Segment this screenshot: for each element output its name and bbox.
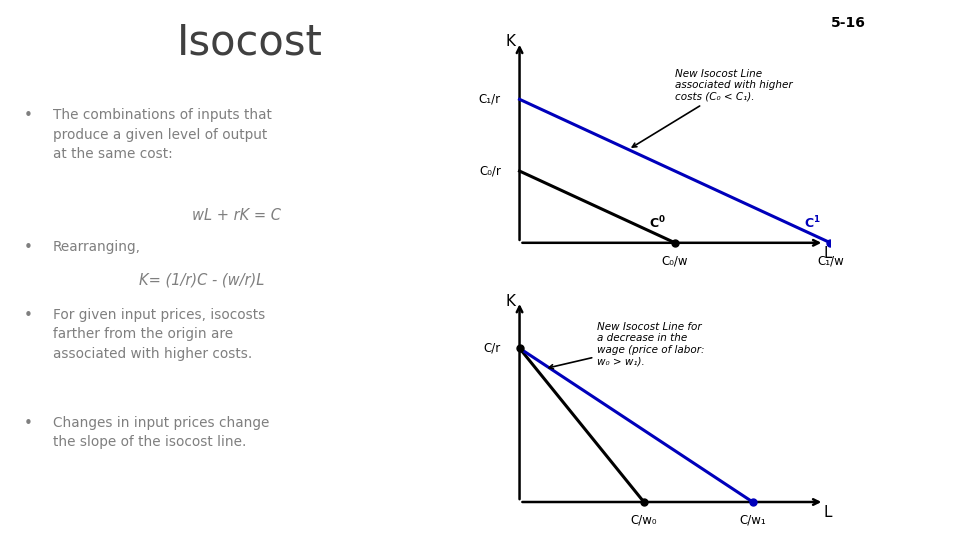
Text: C₁/w: C₁/w [817,254,844,267]
Text: Isocost: Isocost [177,22,323,64]
Text: C₀/r: C₀/r [479,165,501,178]
Text: •: • [24,108,33,123]
Text: C/r: C/r [484,342,501,355]
Text: C₀/w: C₀/w [661,254,688,267]
Text: The combinations of inputs that
produce a given level of output
at the same cost: The combinations of inputs that produce … [53,108,272,161]
Text: 5-16: 5-16 [830,16,865,30]
Text: C₁/r: C₁/r [479,93,501,106]
Text: $\mathbf{C^1}$: $\mathbf{C^1}$ [804,215,821,232]
Text: •: • [24,308,33,323]
Text: •: • [24,416,33,431]
Text: C/w₀: C/w₀ [631,514,658,526]
Text: $\mathbf{C^0}$: $\mathbf{C^0}$ [649,215,665,232]
Text: Rearranging,: Rearranging, [53,240,141,254]
Text: •: • [24,240,33,255]
Text: For given input prices, isocosts
farther from the origin are
associated with hig: For given input prices, isocosts farther… [53,308,265,361]
Text: L: L [823,246,831,261]
Text: wL + rK = C: wL + rK = C [192,208,281,223]
Text: Changes in input prices change
the slope of the isocost line.: Changes in input prices change the slope… [53,416,269,449]
Text: New Isocost Line
associated with higher
costs (C₀ < C₁).: New Isocost Line associated with higher … [633,69,793,147]
Text: L: L [823,505,831,519]
Text: K= (1/r)C - (w/r)L: K= (1/r)C - (w/r)L [139,273,265,288]
Text: K: K [505,294,516,308]
Text: C/w₁: C/w₁ [739,514,766,526]
Text: K: K [505,35,516,49]
Text: New Isocost Line for
a decrease in the
wage (price of labor:
w₀ > w₁).: New Isocost Line for a decrease in the w… [549,322,705,369]
